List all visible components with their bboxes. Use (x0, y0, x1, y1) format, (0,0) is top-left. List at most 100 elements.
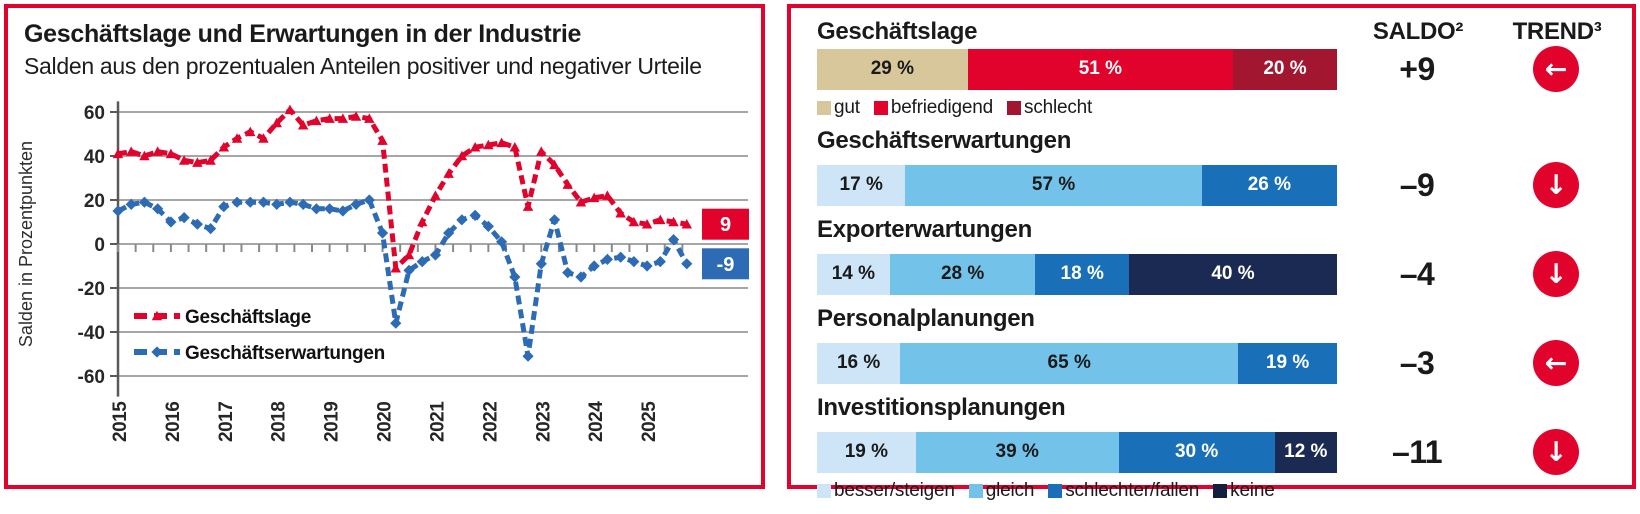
svg-text:9: 9 (720, 214, 731, 236)
y-tick-label: -60 (78, 367, 105, 388)
trend-down-arrow-icon: ↓ (1533, 251, 1579, 297)
svg-text:2025: 2025 (639, 401, 660, 442)
x-tick-label: 2022 (480, 402, 501, 442)
chart-area: 60 40 20 0 -20 -40 -60 2015 2016 2017 2018 2019 2020… (12, 84, 761, 461)
data-marker (324, 113, 335, 123)
x-tick-label: 2018 (269, 402, 290, 442)
svg-text:2016: 2016 (163, 402, 184, 442)
legend-item: besser/steigen (817, 480, 955, 502)
legend-swatch-icon (873, 101, 888, 115)
data-marker (337, 113, 349, 123)
indicator-panel: Geschäftslage SALDO² TREND³ 29 % 51 % 20 %… (787, 4, 1636, 501)
bar-segment: 12 % (1274, 431, 1337, 473)
data-marker (641, 260, 653, 272)
y-tick-label: -20 (78, 279, 105, 300)
data-marker (205, 155, 216, 165)
data-marker (548, 214, 561, 226)
trend-down-arrow-icon: ↓ (1533, 162, 1579, 208)
data-marker (152, 203, 164, 215)
y-tick-label: -40 (78, 323, 105, 344)
svg-text:2017: 2017 (216, 402, 237, 442)
data-marker (588, 260, 600, 272)
saldo-column-header: SALDO² (1372, 18, 1464, 45)
data-marker (482, 220, 494, 232)
chart-legend-label: Geschäftslage (185, 307, 311, 328)
data-marker (126, 146, 137, 156)
data-marker (588, 192, 600, 203)
bar-segment: 57 % (905, 164, 1202, 206)
data-marker (495, 236, 508, 248)
legend-swatch-icon (1007, 101, 1022, 115)
data-marker (337, 205, 349, 217)
data-marker (271, 117, 282, 128)
data-marker (469, 209, 481, 221)
data-marker (403, 249, 415, 260)
row-title-geschaeftserwartungen: Geschäftserwartungen (817, 127, 1072, 154)
svg-text:-9: -9 (717, 254, 735, 276)
data-marker (165, 148, 177, 159)
bar-segment: 51 % (967, 48, 1233, 90)
x-tick-label: 2017 (216, 402, 237, 442)
svg-text:2022: 2022 (480, 402, 501, 442)
data-marker (377, 135, 388, 145)
svg-text:2015: 2015 (110, 401, 131, 442)
indicator-row-geschaeftserwartungen: 17 % 57 % 26 % –9 ↓ (817, 162, 1616, 208)
legend-label: gut (834, 97, 860, 118)
data-marker (376, 227, 389, 239)
data-marker (192, 157, 203, 167)
y-tick-label: 60 (84, 103, 105, 124)
bar-segment: 39 % (915, 431, 1119, 473)
legend-label: schlechter/fallen (1065, 480, 1200, 501)
trend-column-header: TREND³ (1512, 18, 1602, 45)
data-marker (681, 219, 692, 229)
bar-segment: 18 % (1035, 253, 1129, 295)
data-marker (257, 196, 270, 208)
legend-swatch-icon (817, 484, 831, 498)
bar-segment: 65 % (900, 342, 1239, 384)
data-marker (284, 196, 296, 208)
bar-segment: 17 % (817, 164, 906, 206)
data-marker (244, 196, 256, 208)
legend-geschaeftslage: gut befriedigend schlecht (817, 97, 1616, 119)
data-marker (655, 214, 666, 225)
data-marker (562, 179, 573, 189)
trend-down-arrow-icon: ↓ (1533, 429, 1579, 475)
panel-header-row: Geschäftslage SALDO² TREND³ (817, 18, 1616, 46)
x-tick-label: 2019 (322, 402, 343, 442)
x-tick-label: 2020 (375, 402, 396, 442)
data-marker (522, 350, 534, 362)
data-marker (456, 150, 468, 161)
data-marker (284, 104, 296, 115)
trend-left-arrow-icon: ← (1533, 340, 1579, 386)
chart-subtitle: Salden aus den prozentualen Anteilen pos… (24, 53, 702, 79)
data-marker (483, 139, 494, 150)
data-marker (245, 126, 256, 137)
data-marker (112, 148, 124, 159)
bar-segment: 28 % (889, 253, 1036, 295)
legend-label: gleich (985, 480, 1035, 501)
series-end-label (702, 208, 749, 240)
bar-segment: 40 % (1128, 253, 1337, 295)
saldo-value: +9 (1399, 50, 1435, 87)
indicator-row-geschaeftslage: 29 % 51 % 20 % +9 ← (817, 46, 1616, 92)
chart-legend-label: Geschäftserwartungen (185, 343, 385, 364)
data-marker (258, 133, 269, 143)
indicator-row-personalplanungen: 16 % 65 % 19 % –3 ← (817, 340, 1616, 386)
legend-item: gut (817, 97, 860, 119)
data-marker (350, 111, 362, 121)
data-marker (429, 249, 442, 261)
data-marker (443, 168, 454, 178)
saldo-value: –4 (1399, 255, 1435, 292)
data-marker (575, 197, 587, 207)
data-marker (191, 218, 203, 230)
data-marker (165, 216, 177, 228)
svg-text:2023: 2023 (533, 402, 554, 442)
legend-item: gleich (968, 480, 1035, 502)
data-marker (138, 196, 151, 208)
bar-segment: 16 % (817, 342, 901, 384)
data-marker (456, 214, 468, 226)
legend-swatch-icon (1213, 484, 1228, 498)
data-marker (615, 208, 626, 218)
y-tick-label: 40 (84, 147, 105, 168)
